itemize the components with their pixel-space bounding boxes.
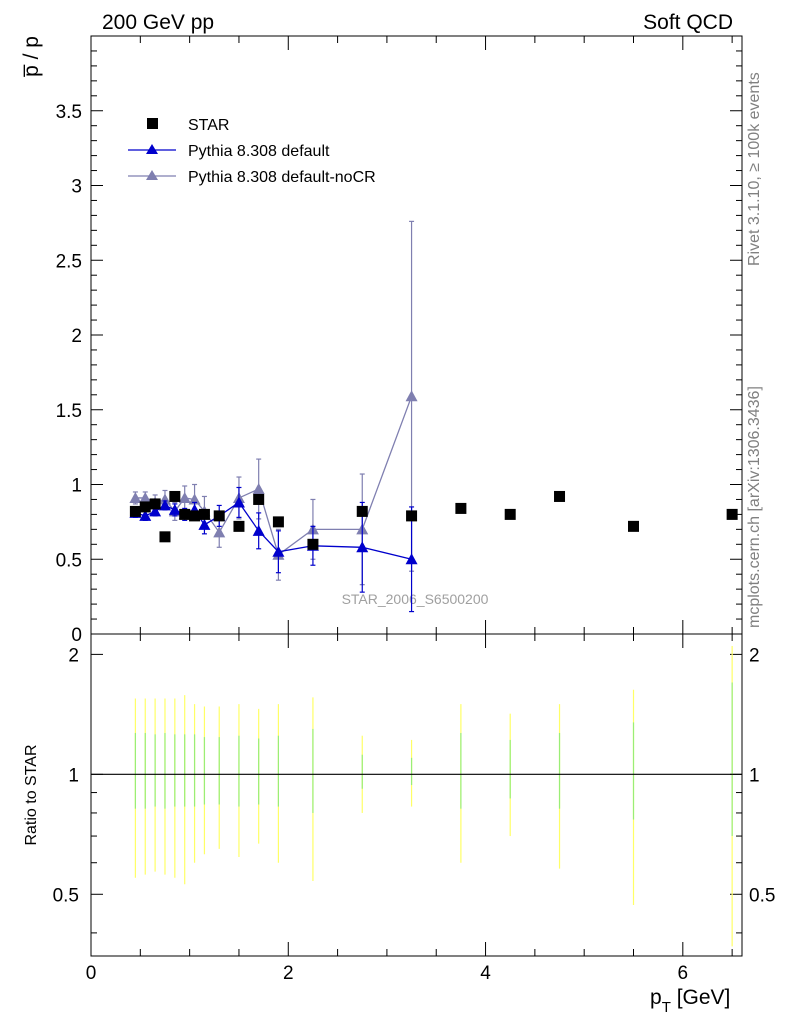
- star-point: [253, 493, 265, 505]
- pythia-default-point: [272, 545, 285, 557]
- pythia-nocr-point: [252, 482, 265, 494]
- pythia-nocr-point: [158, 493, 171, 505]
- pythia-default-point: [252, 524, 265, 536]
- main-ytick-label: 0: [71, 625, 82, 646]
- ratio-ylabel: Ratio to STAR: [23, 744, 40, 845]
- x-tick-label: 4: [480, 963, 491, 984]
- legend-label-nocr: Pythia 8.308 default-noCR: [188, 169, 376, 186]
- pythia-nocr-point: [405, 390, 418, 402]
- ratio-ytick-label-left: 1: [68, 765, 79, 786]
- x-axis-title: pT [GeV]: [650, 986, 730, 1016]
- x-axis-title-p: p: [650, 986, 662, 1009]
- pythia-nocr-point: [188, 493, 201, 505]
- main-ytick-label: 3.5: [56, 102, 82, 123]
- legend-marker-default: [146, 144, 158, 154]
- star-point: [213, 510, 225, 522]
- pythia-default-point: [168, 503, 181, 515]
- pythia-nocr-point: [178, 491, 191, 503]
- star-point: [139, 501, 151, 513]
- rivet-version-label: Rivet 3.1.10, ≥ 100k events: [746, 72, 763, 266]
- star-point: [272, 516, 284, 528]
- pythia-default-point: [232, 496, 245, 508]
- pythia-nocr-line: [135, 396, 413, 556]
- legend-marker-nocr: [146, 170, 158, 180]
- header-left: 200 GeV pp: [102, 11, 214, 34]
- star-point: [504, 508, 516, 520]
- analysis-watermark: STAR_2006_S6500200: [342, 591, 489, 607]
- main-axes: 0 0.5 1 1.5 2 2.5 3 3.5: [56, 35, 742, 646]
- x-axis-title-sub: T: [662, 999, 671, 1016]
- main-ytick-label: 1.5: [56, 401, 82, 422]
- ratio-ytick-label-left: 2: [68, 645, 79, 666]
- star-point: [233, 520, 245, 532]
- star-point: [726, 508, 738, 520]
- pythia-default-point: [198, 518, 211, 530]
- legend-label-default: Pythia 8.308 default: [188, 143, 330, 160]
- main-ytick-label: 2.5: [56, 251, 82, 272]
- pythia-default-point: [149, 505, 162, 517]
- star-point: [149, 498, 161, 510]
- ratio-data-layer: [91, 645, 742, 947]
- pythia-nocr-point: [139, 491, 152, 503]
- main-ylabel: p̅ / p: [20, 36, 43, 78]
- ratio-frame: [90, 633, 743, 957]
- main-ytick-label: 0.5: [56, 550, 82, 571]
- pythia-default-point: [405, 553, 418, 565]
- x-axis-title-unit: [GeV]: [671, 986, 731, 1009]
- x-tick-label: 0: [86, 963, 97, 984]
- star-point: [406, 510, 418, 522]
- x-tick-label: 2: [283, 963, 294, 984]
- pythia-default-point: [139, 509, 152, 521]
- header-right: Soft QCD: [643, 11, 733, 34]
- mcplots-label: mcplots.cern.ch [arXiv:1306.3436]: [746, 386, 763, 628]
- star-point: [356, 505, 368, 517]
- star-point: [189, 510, 201, 522]
- star-point: [179, 508, 191, 520]
- pythia-nocr-point: [129, 491, 142, 503]
- ratio-ytick-label-right: 0.5: [749, 885, 775, 906]
- pythia-nocr-point: [213, 526, 226, 538]
- star-point: [129, 505, 141, 517]
- star-point: [169, 490, 181, 502]
- star-point: [159, 531, 171, 543]
- ratio-axes: 0.5 0.5 1 1 2 2 0 2 4 6: [53, 634, 775, 984]
- legend: STAR Pythia 8.308 default Pythia 8.308 d…: [128, 117, 376, 186]
- main-ytick-label: 1: [71, 476, 82, 497]
- main-data-layer: [129, 220, 738, 613]
- star-point: [554, 490, 566, 502]
- x-tick-label: 6: [678, 963, 689, 984]
- main-ytick-label: 2: [71, 326, 82, 347]
- legend-marker-star: [147, 118, 158, 129]
- star-point: [198, 508, 210, 520]
- pythia-default-point: [158, 499, 171, 511]
- legend-label-star: STAR: [188, 117, 229, 134]
- ratio-ytick-label-left: 0.5: [53, 885, 79, 906]
- star-point: [628, 520, 639, 532]
- pythia-default-point: [356, 541, 369, 553]
- star-point: [307, 538, 319, 550]
- ratio-ytick-label-right: 1: [749, 765, 760, 786]
- main-ytick-label: 3: [71, 177, 82, 198]
- star-point: [455, 502, 467, 514]
- ratio-ytick-label-right: 2: [749, 645, 760, 666]
